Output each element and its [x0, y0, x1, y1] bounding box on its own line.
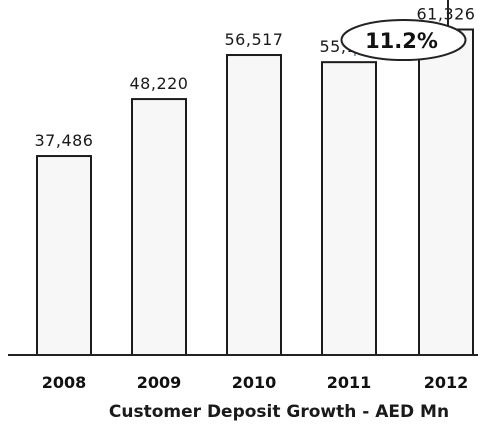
category-label-2008: 2008 — [42, 373, 87, 392]
category-labels-layer: 2008 2009 2010 2011 2012 — [42, 373, 469, 392]
category-label-2009: 2009 — [137, 373, 182, 392]
growth-percent-label: 11.2% — [365, 29, 438, 53]
value-label-2010: 56,517 — [225, 30, 284, 49]
bar-2012 — [418, 28, 474, 357]
category-label-2011: 2011 — [327, 373, 372, 392]
bars-layer — [36, 28, 474, 357]
chart-title: Customer Deposit Growth - AED Mn — [108, 402, 450, 422]
value-label-2008: 37,486 — [35, 131, 94, 150]
category-label-2010: 2010 — [232, 373, 277, 392]
bar-2011 — [321, 61, 377, 356]
growth-annotation: 11.2% — [340, 0, 467, 61]
bar-2009 — [131, 98, 187, 356]
growth-ellipse — [340, 19, 467, 61]
category-label-2012: 2012 — [424, 373, 469, 392]
value-label-2012: 61,326 — [417, 5, 476, 24]
bar-2010 — [226, 54, 282, 357]
bar-2008 — [36, 155, 92, 356]
value-label-2009: 48,220 — [130, 74, 189, 93]
